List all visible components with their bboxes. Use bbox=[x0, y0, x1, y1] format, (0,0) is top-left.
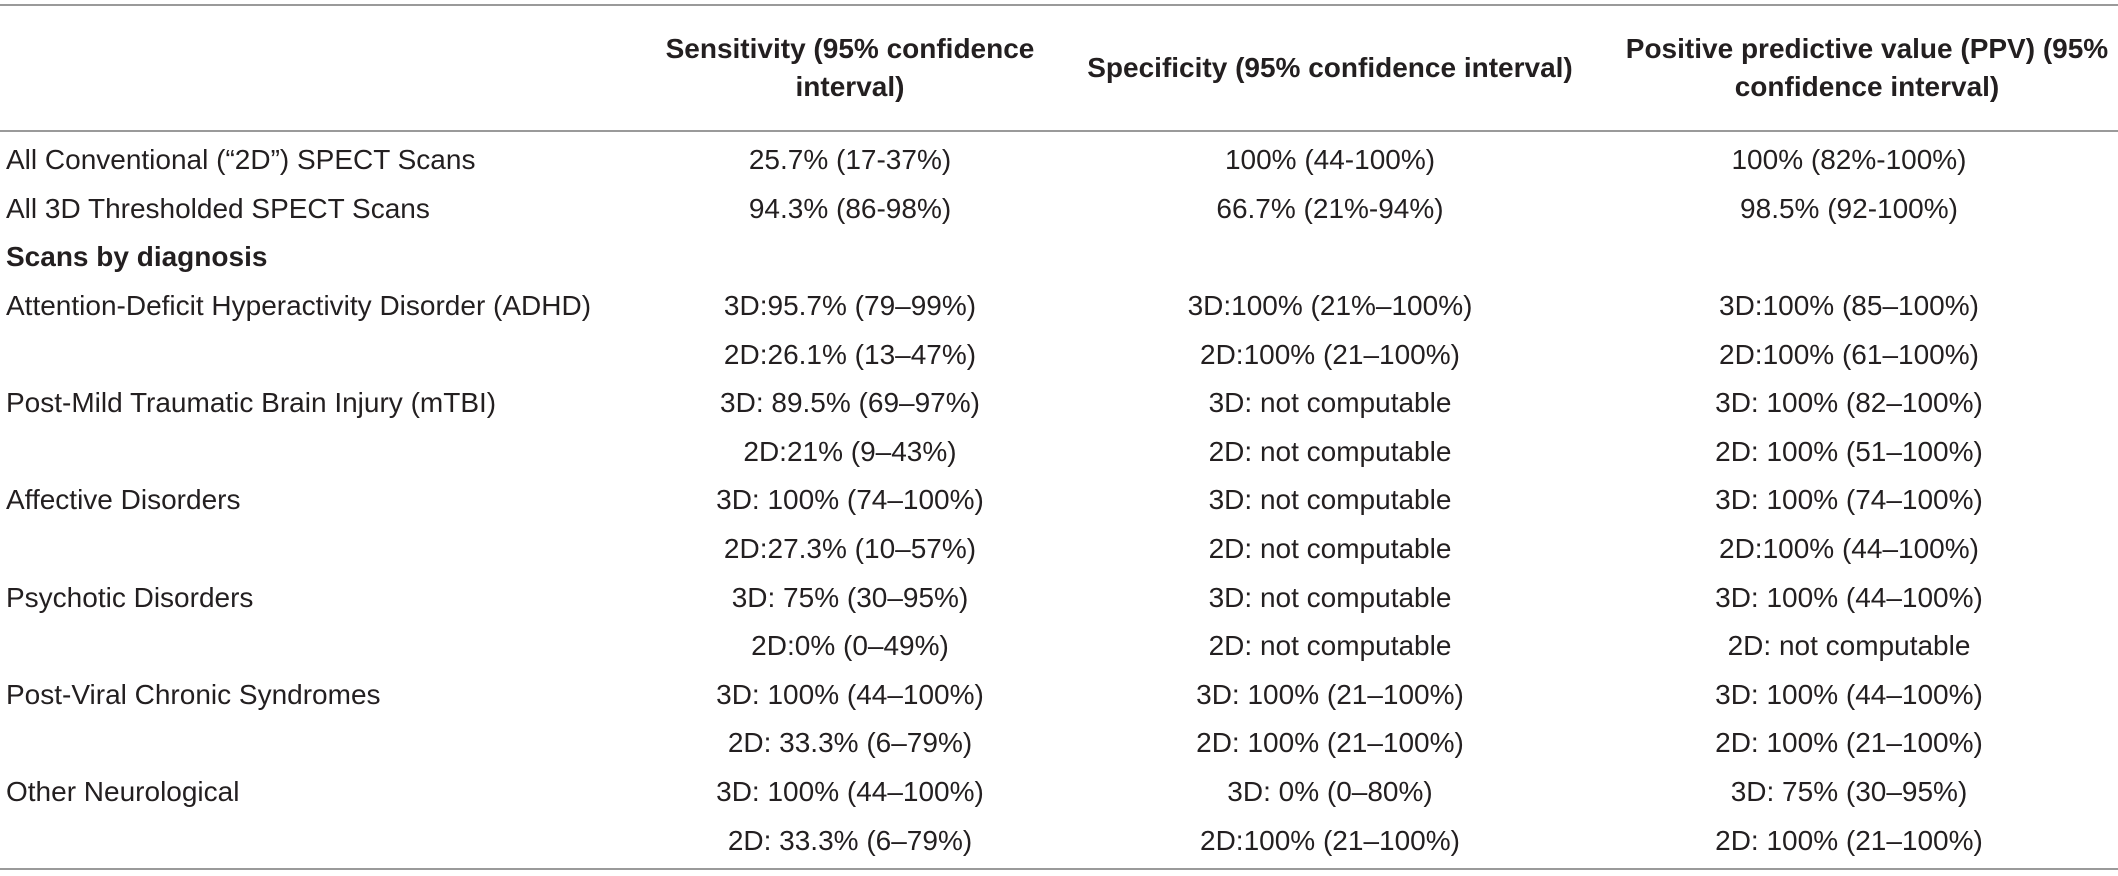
sensitivity-cell: 3D: 100% (44–100%) bbox=[716, 776, 984, 808]
row-label: All 3D Thresholded SPECT Scans bbox=[6, 192, 430, 224]
row-label: Other Neurological bbox=[6, 776, 240, 808]
row-label bbox=[0, 622, 620, 671]
sensitivity-cell: 2D: 33.3% (6–79%) bbox=[727, 727, 973, 759]
header-row: Sensitivity (95% confidence interval) Sp… bbox=[0, 6, 2118, 130]
table-row: All Conventional (“2D”) SPECT Scans 25.7… bbox=[0, 130, 2118, 185]
header-specificity: Specificity (95% confidence interval) bbox=[1087, 52, 1573, 83]
ppv-cell: 3D: 100% (44–100%) bbox=[1715, 581, 1983, 613]
row-label: Post-Viral Chronic Syndromes bbox=[6, 678, 381, 710]
header-blank bbox=[0, 6, 620, 130]
ppv-cell: 2D:100% (61–100%) bbox=[1719, 338, 1979, 370]
ppv-cell: 100% (82%-100%) bbox=[1731, 144, 1967, 176]
ppv-cell: 2D: 100% (21–100%) bbox=[1715, 727, 1983, 759]
table-row: Post-Viral Chronic Syndromes 3D: 100% (4… bbox=[0, 671, 2118, 720]
ppv-cell: 2D: 100% (51–100%) bbox=[1715, 435, 1983, 467]
sensitivity-cell: 3D:95.7% (79–99%) bbox=[723, 290, 977, 322]
row-label bbox=[0, 428, 620, 477]
sensitivity-cell: 2D:21% (9–43%) bbox=[743, 435, 957, 467]
table-row: 2D:26.1% (13–47%) 2D:100% (21–100%) 2D:1… bbox=[0, 330, 2118, 379]
ppv-cell: 3D: 75% (30–95%) bbox=[1730, 776, 1968, 808]
table-row: Psychotic Disorders 3D: 75% (30–95%) 3D:… bbox=[0, 573, 2118, 622]
ppv-cell: 2D: not computable bbox=[1727, 630, 1971, 662]
header-ppv: Positive predictive value (PPV) (95% con… bbox=[1625, 33, 2109, 102]
specificity-cell: 3D: not computable bbox=[1208, 484, 1452, 516]
table-row: Affective Disorders 3D: 100% (74–100%) 3… bbox=[0, 476, 2118, 525]
row-label: Affective Disorders bbox=[6, 484, 241, 516]
row-label: Post-Mild Traumatic Brain Injury (mTBI) bbox=[6, 387, 497, 419]
section-label: Scans by diagnosis bbox=[6, 241, 268, 273]
table-row: Post-Mild Traumatic Brain Injury (mTBI) … bbox=[0, 379, 2118, 428]
table-row: 2D:21% (9–43%) 2D: not computable 2D: 10… bbox=[0, 428, 2118, 477]
header-sensitivity: Sensitivity (95% confidence interval) bbox=[665, 33, 1035, 102]
sensitivity-cell: 3D: 75% (30–95%) bbox=[731, 581, 969, 613]
sensitivity-cell: 94.3% (86-98%) bbox=[748, 192, 952, 224]
specificity-cell: 3D: 0% (0–80%) bbox=[1227, 776, 1433, 808]
row-label bbox=[0, 816, 620, 865]
bottom-rule bbox=[0, 868, 2118, 870]
table-row: All 3D Thresholded SPECT Scans 94.3% (86… bbox=[0, 185, 2118, 234]
row-label: All Conventional (“2D”) SPECT Scans bbox=[6, 144, 476, 176]
ppv-cell: 2D:100% (44–100%) bbox=[1719, 533, 1979, 565]
specificity-cell: 2D: not computable bbox=[1208, 435, 1452, 467]
sensitivity-cell: 3D: 100% (74–100%) bbox=[716, 484, 984, 516]
sensitivity-cell: 3D: 89.5% (69–97%) bbox=[720, 387, 980, 419]
ppv-cell: 3D: 100% (44–100%) bbox=[1715, 678, 1983, 710]
sensitivity-cell: 2D:27.3% (10–57%) bbox=[723, 533, 977, 565]
specificity-cell: 100% (44-100%) bbox=[1224, 144, 1436, 176]
row-label bbox=[0, 719, 620, 768]
table-row: Other Neurological 3D: 100% (44–100%) 3D… bbox=[0, 768, 2118, 817]
specificity-cell: 2D: not computable bbox=[1208, 630, 1452, 662]
row-label bbox=[0, 525, 620, 574]
table-row: 2D:27.3% (10–57%) 2D: not computable 2D:… bbox=[0, 525, 2118, 574]
header-rule bbox=[0, 130, 2118, 132]
ppv-cell: 2D: 100% (21–100%) bbox=[1715, 824, 1983, 856]
row-label: Attention-Deficit Hyperactivity Disorder… bbox=[6, 290, 592, 322]
specificity-cell: 3D: 100% (21–100%) bbox=[1196, 678, 1464, 710]
table-row: 2D: 33.3% (6–79%) 2D: 100% (21–100%) 2D:… bbox=[0, 719, 2118, 768]
table-row: 2D:0% (0–49%) 2D: not computable 2D: not… bbox=[0, 622, 2118, 671]
sensitivity-cell: 25.7% (17-37%) bbox=[748, 144, 952, 176]
specificity-cell: 2D:100% (21–100%) bbox=[1200, 338, 1460, 370]
specificity-cell: 3D: not computable bbox=[1208, 581, 1452, 613]
ppv-cell: 3D: 100% (74–100%) bbox=[1715, 484, 1983, 516]
sensitivity-cell: 2D: 33.3% (6–79%) bbox=[727, 824, 973, 856]
specificity-cell: 2D:100% (21–100%) bbox=[1200, 824, 1460, 856]
sensitivity-cell: 2D:26.1% (13–47%) bbox=[723, 338, 977, 370]
sensitivity-cell: 3D: 100% (44–100%) bbox=[716, 678, 984, 710]
table-row: 2D: 33.3% (6–79%) 2D:100% (21–100%) 2D: … bbox=[0, 816, 2118, 865]
specificity-cell: 2D: not computable bbox=[1208, 533, 1452, 565]
table-row: Attention-Deficit Hyperactivity Disorder… bbox=[0, 282, 2118, 331]
results-table: Sensitivity (95% confidence interval) Sp… bbox=[0, 6, 2118, 865]
specificity-cell: 2D: 100% (21–100%) bbox=[1196, 727, 1464, 759]
ppv-cell: 98.5% (92-100%) bbox=[1740, 192, 1958, 224]
top-rule bbox=[0, 4, 2118, 6]
ppv-cell: 3D: 100% (82–100%) bbox=[1715, 387, 1983, 419]
row-label bbox=[0, 330, 620, 379]
specificity-cell: 3D: not computable bbox=[1208, 387, 1452, 419]
ppv-cell: 3D:100% (85–100%) bbox=[1719, 290, 1979, 322]
section-row: Scans by diagnosis bbox=[0, 233, 2118, 282]
specificity-cell: 66.7% (21%-94%) bbox=[1216, 192, 1444, 224]
sensitivity-cell: 2D:0% (0–49%) bbox=[751, 630, 949, 662]
specificity-cell: 3D:100% (21%–100%) bbox=[1187, 290, 1473, 322]
row-label: Psychotic Disorders bbox=[6, 581, 254, 613]
